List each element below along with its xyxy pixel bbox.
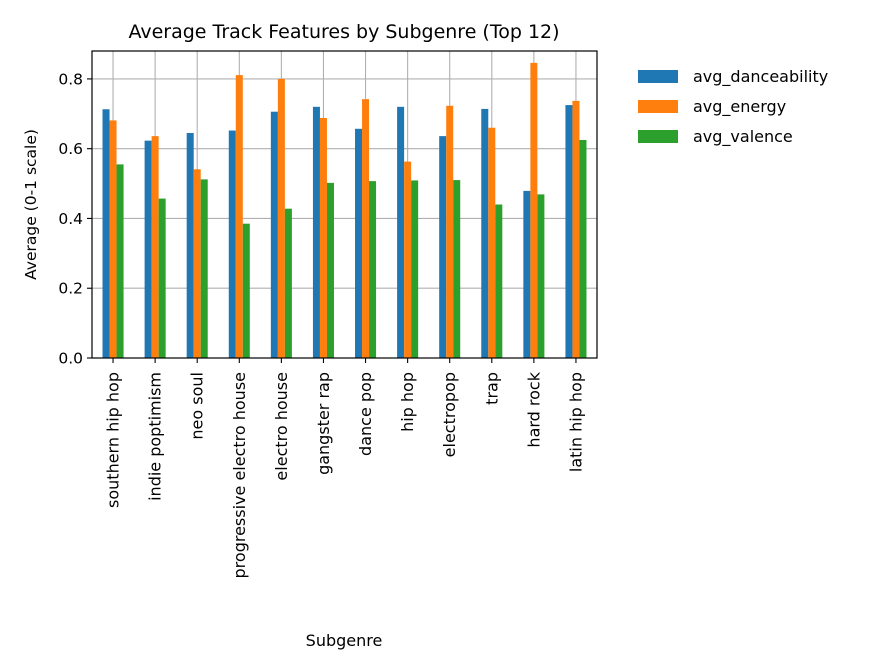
bar-avg_valence-2 <box>158 198 166 358</box>
bar-avg_valence-9 <box>453 180 461 358</box>
bar-avg_danceability-8 <box>397 106 405 359</box>
x-tick-label: indie poptimism <box>146 372 165 501</box>
legend-label-avg_valence: avg_valence <box>693 127 793 147</box>
legend-swatch-avg_energy <box>638 100 678 113</box>
bar-avg_energy-6 <box>319 117 327 359</box>
bar-avg_energy-8 <box>404 161 412 358</box>
bar-avg_valence-8 <box>411 180 419 358</box>
x-tick-label: latin hip hop <box>566 372 585 472</box>
bar-avg_danceability-4 <box>228 130 236 358</box>
bar-avg_danceability-3 <box>186 132 194 358</box>
chart-title: Average Track Features by Subgenre (Top … <box>128 21 559 43</box>
bar-avg_valence-11 <box>537 194 545 358</box>
bar-avg_danceability-12 <box>565 105 573 359</box>
bar-avg_energy-3 <box>193 169 201 358</box>
bar-avg_valence-10 <box>495 204 503 358</box>
bar-avg_danceability-2 <box>144 140 152 358</box>
legend: avg_danceability avg_energy avg_valence <box>638 67 828 147</box>
bar-avg_energy-2 <box>151 136 159 358</box>
bar-avg_danceability-7 <box>355 128 363 358</box>
bar-avg_energy-9 <box>446 105 454 358</box>
bar-avg_energy-7 <box>362 99 370 358</box>
bar-avg_energy-12 <box>572 100 580 358</box>
bar-avg_energy-11 <box>530 62 538 359</box>
legend-swatch-avg_danceability <box>638 70 678 83</box>
bars-layer <box>102 62 587 359</box>
bar-avg_energy-4 <box>235 75 243 358</box>
x-tick-label: southern hip hop <box>104 372 123 508</box>
bar-avg_valence-12 <box>579 139 587 358</box>
x-tick-label: neo soul <box>188 372 207 440</box>
y-tick-label: 0.8 <box>58 70 83 88</box>
bar-avg_energy-5 <box>277 78 285 358</box>
bar-avg_danceability-1 <box>102 109 110 358</box>
bar-avg_danceability-5 <box>270 111 278 358</box>
bar-avg_valence-6 <box>326 182 334 358</box>
bar-avg_danceability-11 <box>523 190 531 358</box>
x-tick-label: hard rock <box>524 371 543 447</box>
y-tick-label: 0.4 <box>58 210 83 228</box>
x-tick-label: gangster rap <box>314 372 333 475</box>
y-axis-label: Average (0-1 scale) <box>22 129 40 280</box>
x-tick-label: hip hop <box>398 372 417 432</box>
x-tick-label: dance pop <box>356 372 375 456</box>
bar-avg_valence-1 <box>116 164 124 358</box>
y-tick-label: 0.2 <box>58 280 83 298</box>
y-tick-label: 0.6 <box>58 140 83 158</box>
legend-swatch-avg_valence <box>638 130 678 143</box>
bar-avg_valence-3 <box>200 179 208 358</box>
y-tick-label: 0.0 <box>58 350 83 368</box>
grid-layer <box>92 51 597 359</box>
bar-avg_valence-5 <box>284 208 292 358</box>
x-tick-label: electropop <box>440 372 459 457</box>
y-axis: 0.0 0.2 0.4 0.6 0.8 <box>58 70 92 368</box>
bar-avg_energy-10 <box>488 127 496 358</box>
x-tick-label: electro house <box>272 372 291 481</box>
legend-label-avg_danceability: avg_danceability <box>693 67 828 87</box>
x-tick-label: progressive electro house <box>230 372 249 578</box>
plot-area-frame <box>91 50 598 359</box>
bar-avg_danceability-9 <box>439 136 447 358</box>
bar-avg_danceability-6 <box>312 106 320 359</box>
bar-avg_energy-1 <box>109 120 117 359</box>
bar-avg_valence-7 <box>369 181 377 358</box>
x-axis-label: Subgenre <box>306 631 383 650</box>
x-tick-label: trap <box>482 372 501 405</box>
bar-avg_danceability-10 <box>481 108 489 358</box>
bar-avg_valence-4 <box>242 223 250 358</box>
x-axis: southern hip hop indie poptimism neo soul p… <box>104 358 585 578</box>
legend-label-avg_energy: avg_energy <box>693 97 786 117</box>
